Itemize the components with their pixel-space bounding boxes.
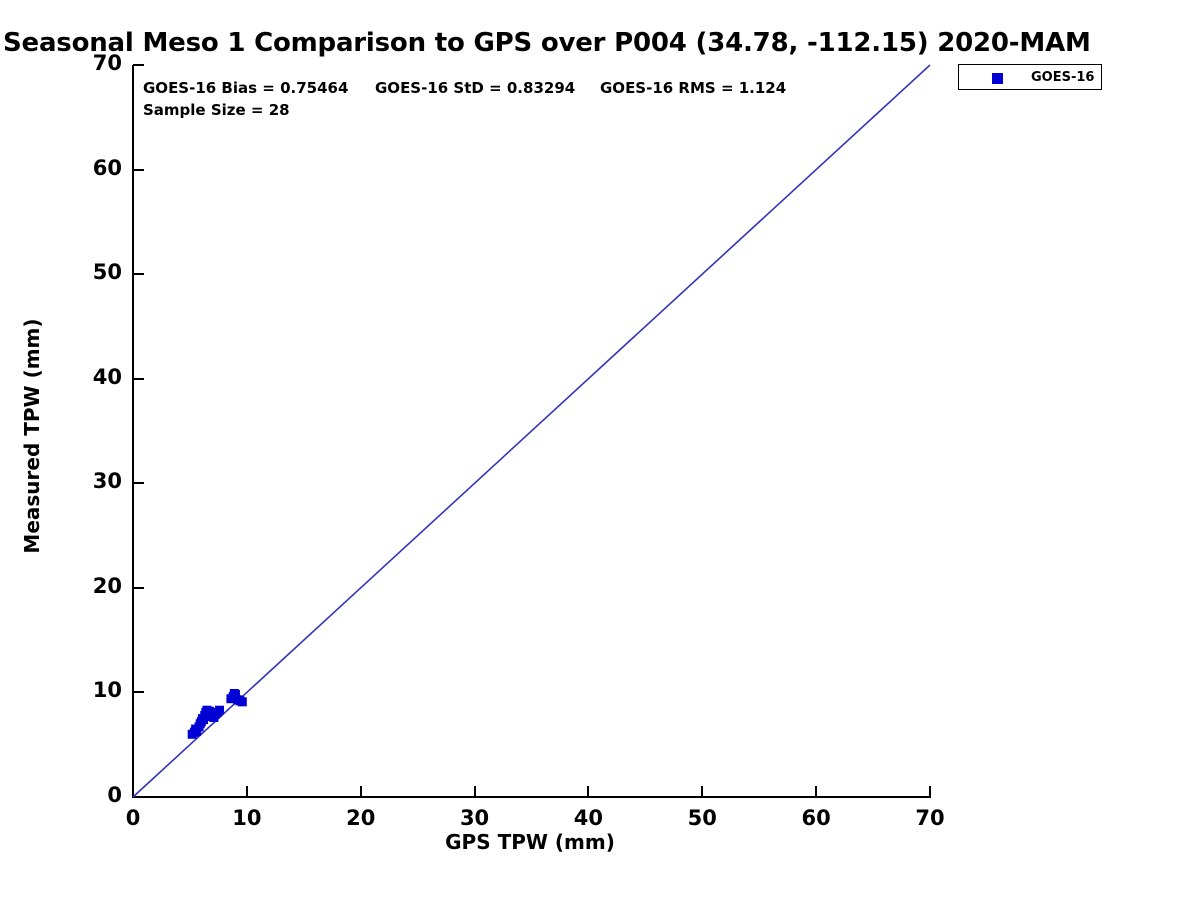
data-point (197, 714, 207, 724)
data-point (201, 707, 211, 717)
y-axis-label: Measured TPW (mm) (20, 318, 44, 554)
y-tick-30 (133, 482, 144, 485)
data-point (191, 724, 201, 734)
data-point (205, 709, 215, 719)
y-tick-40 (133, 377, 144, 380)
x-axis-label: GPS TPW (mm) (445, 830, 615, 854)
data-point (212, 707, 222, 717)
legend: GOES-16 (958, 64, 1102, 90)
data-point (202, 705, 212, 715)
data-point (204, 706, 214, 716)
x-ticklabel-70: 70 (915, 806, 945, 830)
data-point (189, 727, 199, 737)
y-tick-10 (133, 691, 144, 694)
page-title: Seasonal Meso 1 Comparison to GPS over P… (3, 28, 1091, 58)
x-axis-line (132, 796, 931, 798)
data-point (187, 729, 197, 739)
y-ticklabel-30: 30 (92, 469, 122, 494)
data-point (200, 710, 210, 720)
x-ticklabel-50: 50 (687, 806, 717, 830)
data-point (195, 719, 205, 729)
stat-bias: GOES-16 Bias = 0.75464 (143, 79, 349, 97)
y-tick-0 (133, 796, 144, 798)
data-point (235, 696, 245, 706)
x-ticklabel-10: 10 (232, 806, 262, 830)
data-point (215, 705, 225, 715)
data-points-group (187, 688, 247, 739)
y-tick-50 (133, 273, 144, 276)
data-point (209, 713, 219, 723)
x-tick-30 (473, 786, 476, 797)
y-ticklabel-40: 40 (92, 364, 122, 389)
data-point (226, 694, 236, 704)
x-tick-50 (701, 786, 704, 797)
legend-item-label: GOES-16 (1031, 70, 1095, 85)
x-ticklabel-0: 0 (125, 806, 141, 830)
y-ticklabel-10: 10 (92, 678, 122, 703)
data-point (230, 690, 240, 700)
data-point (203, 708, 213, 718)
data-point (207, 711, 217, 721)
data-point (196, 717, 206, 727)
y-ticklabel-70: 70 (92, 51, 122, 75)
x-tick-40 (587, 786, 590, 797)
x-tick-70 (929, 786, 931, 797)
stat-sample-size: Sample Size = 28 (143, 101, 290, 119)
y-ticklabel-60: 60 (92, 155, 122, 180)
data-point (194, 722, 204, 732)
x-ticklabel-60: 60 (801, 806, 831, 830)
one-to-one-reference-line (132, 64, 931, 798)
data-point (208, 708, 218, 718)
x-ticklabel-40: 40 (573, 806, 604, 830)
y-ticklabel-20: 20 (92, 573, 122, 598)
y-ticklabel-0: 0 (107, 783, 122, 807)
legend-marker-icon (992, 73, 1003, 84)
x-ticklabel-30: 30 (459, 806, 490, 830)
y-ticklabel-50: 50 (92, 260, 122, 285)
data-point (192, 726, 202, 736)
data-point (228, 692, 238, 702)
x-tick-10 (245, 786, 248, 797)
data-point (210, 709, 220, 719)
data-point (237, 697, 247, 707)
y-tick-60 (133, 168, 144, 171)
x-ticklabel-20: 20 (346, 806, 376, 830)
reference-line (132, 64, 931, 798)
y-axis-line (132, 65, 134, 798)
x-tick-20 (359, 786, 362, 797)
data-point (229, 688, 239, 698)
y-tick-70 (133, 64, 144, 66)
data-point (199, 715, 209, 725)
stat-rms: GOES-16 RMS = 1.124 (600, 79, 787, 97)
data-point (233, 695, 243, 705)
stat-std: GOES-16 StD = 0.83294 (375, 79, 576, 97)
x-tick-60 (815, 786, 818, 797)
y-tick-20 (133, 586, 144, 589)
